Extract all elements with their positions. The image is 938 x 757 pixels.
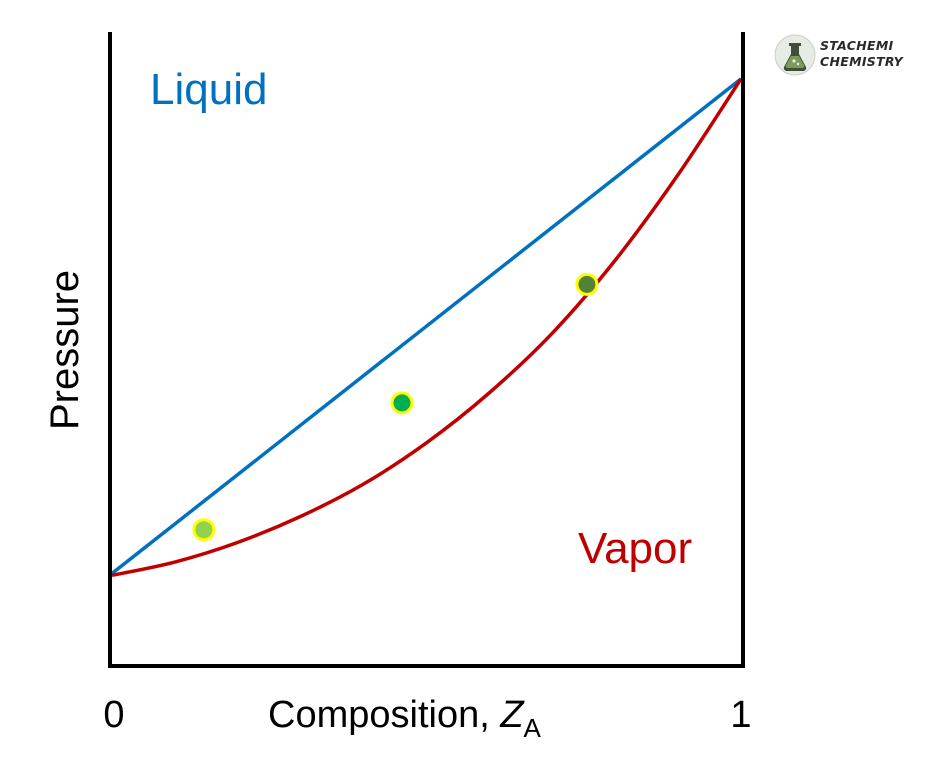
points-layer	[192, 272, 599, 542]
logo-text: STACHEMI CHEMISTRY	[820, 38, 903, 70]
data-point-3	[575, 272, 599, 296]
data-point-1	[192, 518, 216, 542]
logo-text-line1: STACHEMI	[820, 38, 894, 53]
bubble-curve	[110, 77, 743, 575]
logo-text-line2: CHEMISTRY	[820, 54, 904, 69]
region-label-vapor: Vapor	[578, 524, 692, 573]
region-label-liquid: Liquid	[150, 65, 267, 114]
x-tick-label-0: 0	[103, 694, 124, 736]
x-axis-label-variable: Z	[499, 694, 525, 736]
x-tick-label-1: 1	[730, 694, 751, 736]
dew-curve	[111, 77, 743, 578]
x-axis-label-subscript: A	[524, 713, 542, 743]
y-axis-label: Pressure	[43, 270, 87, 430]
x-axis-label: Composition, ZA	[268, 694, 542, 743]
x-axis-label-text: Composition,	[268, 694, 500, 736]
logo: STACHEMI CHEMISTRY	[774, 34, 934, 78]
data-point-2	[390, 391, 414, 415]
series-layer	[110, 77, 743, 578]
flask-logo-icon	[774, 34, 816, 76]
